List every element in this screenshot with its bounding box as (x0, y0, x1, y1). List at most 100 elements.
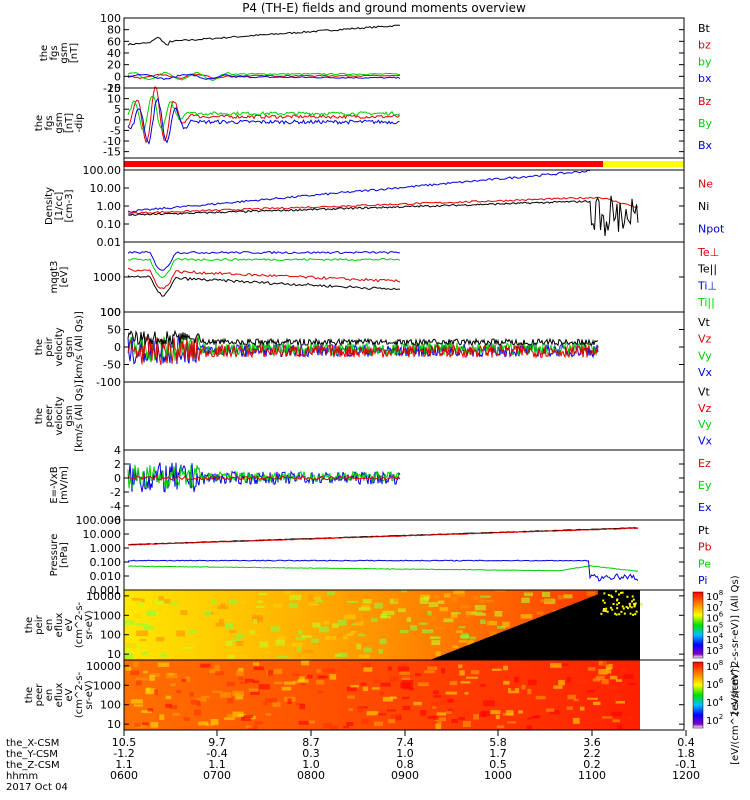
spectrogram-cell (507, 717, 514, 722)
spectrogram-cell (437, 600, 445, 604)
spectrogram-cell (158, 595, 164, 601)
spectrogram-cell (419, 622, 428, 625)
spectrogram-cell (169, 704, 178, 710)
spectrogram-cell (445, 711, 452, 714)
spectrogram-cell (196, 698, 207, 702)
series-Te-perp (127, 267, 401, 290)
panel-ylabel-line: [km/s (All Qs)] (74, 311, 85, 383)
spectrogram-cell (232, 648, 238, 651)
spectrogram-cell (236, 641, 244, 646)
spectrogram-cell (573, 698, 579, 702)
spectrogram-cell (635, 610, 638, 613)
spectrogram-cell (464, 692, 469, 695)
spectrogram-cell (229, 630, 236, 634)
panel-1-legend: Bz By Bx (698, 95, 713, 152)
spectrogram-cell (236, 670, 244, 676)
legend-entry: Ey (698, 479, 712, 492)
spectrogram-cell (550, 663, 562, 668)
spectrogram-cell (196, 620, 203, 625)
spectrogram-cell (394, 653, 402, 656)
panel-ylabel-line: (cm^2-s- (74, 671, 85, 718)
spectrogram-cell (362, 614, 367, 618)
xaxis-tick-label: 0.2 (583, 758, 601, 771)
spectrogram-cell (338, 652, 348, 658)
spectrogram-cell (342, 634, 348, 640)
y-tick-label: 100 (100, 306, 121, 319)
spectrogram-cell (607, 685, 617, 690)
spectrogram-cell (311, 638, 320, 643)
spectrogram-cell (265, 713, 272, 716)
legend-entry: Ne (698, 178, 713, 191)
spectrogram-cell (566, 676, 572, 683)
spectrogram-cell (362, 629, 371, 635)
spectrogram-cell (262, 651, 270, 654)
spectrogram-cell (293, 680, 298, 685)
spectrogram-cell (329, 674, 337, 680)
legend-entry: Pb (698, 541, 712, 554)
spectrogram-cell (180, 610, 188, 615)
spectrogram-cell (236, 633, 245, 639)
spectrogram-cell (356, 643, 362, 650)
spectrogram-cell (382, 610, 395, 616)
spectrogram-cell (423, 596, 429, 601)
spectrogram-cell (186, 592, 199, 597)
panel-ylabel-line: [nPa] (59, 542, 70, 568)
panel-ylabel-line: gsm (64, 405, 75, 426)
spectrogram-cell (431, 616, 436, 619)
panel-10 (124, 660, 640, 731)
spectrogram-cell (401, 680, 414, 686)
spectrogram-cell (611, 595, 614, 598)
series-Vt (127, 329, 599, 348)
xaxis-tick-label: 0600 (110, 769, 138, 782)
y-tick-label: 10.000 (83, 528, 122, 541)
spectrogram-cell (427, 715, 436, 720)
spectrogram-cell (201, 695, 210, 699)
spectrogram-cell (587, 697, 598, 700)
y-tick-label: 50 (107, 324, 121, 337)
spectrogram-cell (312, 622, 321, 628)
colorbar-tick-label: 106 (706, 611, 724, 625)
spectrogram-cell (134, 723, 141, 727)
panel-ylabel-line: [km/s (All Qs)] (74, 380, 85, 452)
spectrogram-cell (435, 717, 446, 722)
spectrogram-cell (535, 695, 546, 700)
spectrogram-cell (526, 725, 533, 731)
spectrogram-cell (434, 626, 445, 629)
spectrogram-cell (605, 607, 608, 610)
legend-entry: Te|| (697, 263, 717, 276)
spectrogram-cell (170, 683, 176, 687)
spectrogram-cell (241, 716, 252, 721)
spectrogram-cell (510, 687, 515, 691)
spectrogram-cell (228, 654, 235, 659)
series-Ti-perp (127, 250, 401, 271)
xaxis-tick-label: 1100 (578, 769, 606, 782)
y-tick-label: 100 (100, 699, 121, 712)
spectrogram-cell (469, 636, 476, 640)
spectrogram-cell (363, 647, 372, 653)
spectrogram-cell (223, 717, 235, 720)
spectrogram-cell (196, 598, 209, 604)
spectrogram-cell (602, 599, 605, 602)
spectrogram-cell (616, 603, 619, 606)
spectrogram-cell (495, 590, 506, 593)
spectrogram-cell (190, 699, 200, 705)
spectrogram-cell (460, 681, 471, 684)
spectrogram-cell (351, 630, 356, 634)
xaxis-tick-label: 5.8 (489, 736, 507, 749)
spectrogram-cell (197, 629, 203, 632)
y-tick-label: -10 (103, 135, 121, 148)
spectrogram-cell (387, 666, 392, 671)
spectrogram-cell (270, 626, 280, 632)
spectrogram-cell (632, 598, 635, 601)
spectrogram-cell (592, 678, 601, 682)
spectrogram-cell (562, 670, 575, 674)
spectrogram-cell (467, 640, 474, 647)
spectrogram-cell (252, 618, 258, 624)
spectrogram-cell (358, 642, 369, 646)
panel-1-ylabel: the fgs gsm [nT] -dip (34, 112, 85, 133)
y-tick-label: 100 (100, 629, 121, 642)
spectrogram-cell (401, 675, 411, 681)
spectrogram-cell (566, 706, 573, 710)
